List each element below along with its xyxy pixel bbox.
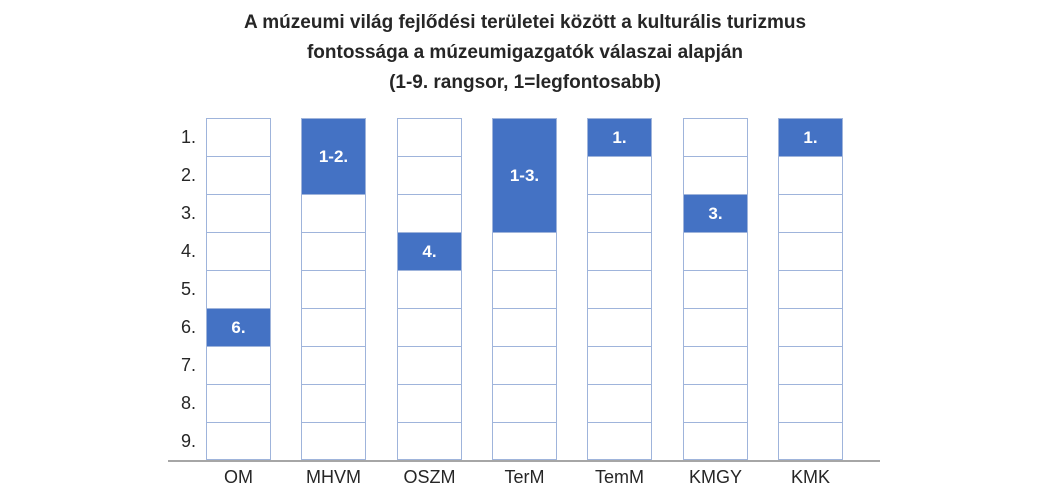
x-category-label: MHVM	[306, 467, 361, 487]
bar-fill-label: 3.	[708, 203, 723, 223]
grid-cell-line	[493, 422, 556, 423]
bar-fill-label: 6.	[231, 317, 246, 337]
x-category-label: OSZM	[403, 467, 456, 487]
y-tick-label: 8.	[180, 393, 196, 413]
grid-cell-line	[684, 270, 747, 271]
bar-fill-label: 1.	[612, 127, 627, 147]
grid-cell-line	[779, 232, 842, 233]
chart-title-line-2: fontossága a múzeumigazgatók válaszai al…	[306, 42, 744, 63]
y-tick-label: 7.	[180, 355, 196, 375]
bar-fill-label: 4.	[422, 241, 437, 261]
grid-cell-line	[493, 346, 556, 347]
y-tick-label: 2.	[180, 165, 196, 185]
grid-cell-line	[588, 308, 651, 309]
grid-cell-line	[302, 422, 365, 423]
bar-fill: 4.	[397, 232, 462, 271]
bar-fill-label: 1-2.	[318, 146, 349, 166]
grid-cell-line	[398, 384, 461, 385]
grid-cell-line	[493, 384, 556, 385]
grid-cell-line	[588, 422, 651, 423]
chart-title: A múzeumi világ fejlődési területei közö…	[0, 8, 1050, 98]
grid-cell-line	[302, 346, 365, 347]
grid-cell-line	[684, 384, 747, 385]
grid-cell-line	[398, 194, 461, 195]
x-category-label: KMK	[790, 467, 830, 487]
grid-cell-line	[779, 270, 842, 271]
grid-cell-line	[779, 346, 842, 347]
chart-title-line-1: A múzeumi világ fejlődési területei közö…	[243, 12, 807, 33]
grid-cell-line	[588, 346, 651, 347]
bar-fill: 1.	[587, 118, 652, 157]
grid-cell-line	[779, 194, 842, 195]
bar-fill: 1-3.	[492, 118, 557, 233]
x-category-label: TemM	[595, 467, 644, 487]
grid-cell-line	[684, 422, 747, 423]
grid-cell-line	[302, 308, 365, 309]
grid-cell-line	[398, 156, 461, 157]
grid-column: 1-3.	[492, 118, 557, 460]
grid-column: 3.	[683, 118, 748, 460]
x-category-label: TerM	[504, 467, 545, 487]
grid-cell-line	[207, 384, 270, 385]
grid-column: 1.	[587, 118, 652, 460]
grid-column: 6.	[206, 118, 271, 460]
y-tick-label: 3.	[180, 203, 196, 223]
x-category-label: OM	[224, 467, 253, 487]
bar-fill: 6.	[206, 308, 271, 347]
grid-cell-line	[588, 270, 651, 271]
y-tick-label: 9.	[180, 431, 196, 451]
y-tick-label: 1.	[180, 127, 196, 147]
bar-fill-label: 1-3.	[509, 165, 540, 185]
grid-cell-line	[779, 308, 842, 309]
grid-cell-line	[684, 346, 747, 347]
grid-cell-line	[302, 270, 365, 271]
grid-cell-line	[302, 232, 365, 233]
grid-cell-line	[207, 270, 270, 271]
bar-fill: 1.	[778, 118, 843, 157]
x-axis-line	[168, 460, 880, 462]
grid-cell-line	[207, 232, 270, 233]
grid-cell-line	[779, 422, 842, 423]
grid-cell-line	[684, 156, 747, 157]
grid-cell-line	[207, 156, 270, 157]
grid-column: 1.	[778, 118, 843, 460]
x-category-label: KMGY	[688, 467, 742, 487]
grid-cell-line	[493, 270, 556, 271]
grid-column: 1-2.	[301, 118, 366, 460]
grid-cell-line	[302, 384, 365, 385]
grid-cell-line	[493, 308, 556, 309]
grid-cell-line	[588, 232, 651, 233]
y-tick-label: 4.	[180, 241, 196, 261]
grid-column: 4.	[397, 118, 462, 460]
grid-cell-line	[398, 308, 461, 309]
grid-cell-line	[684, 308, 747, 309]
chart-title-line-3: (1-9. rangsor, 1=legfontosabb)	[389, 72, 661, 93]
y-tick-label: 6.	[180, 317, 196, 337]
grid-cell-line	[398, 422, 461, 423]
bar-fill: 1-2.	[301, 118, 366, 195]
bar-fill: 3.	[683, 194, 748, 233]
grid-cell-line	[588, 194, 651, 195]
y-tick-label: 5.	[180, 279, 196, 299]
grid-cell-line	[207, 194, 270, 195]
grid-cell-line	[779, 384, 842, 385]
bar-fill-label: 1.	[803, 127, 818, 147]
grid-cell-line	[398, 346, 461, 347]
grid-cell-line	[207, 422, 270, 423]
grid-cell-line	[588, 384, 651, 385]
